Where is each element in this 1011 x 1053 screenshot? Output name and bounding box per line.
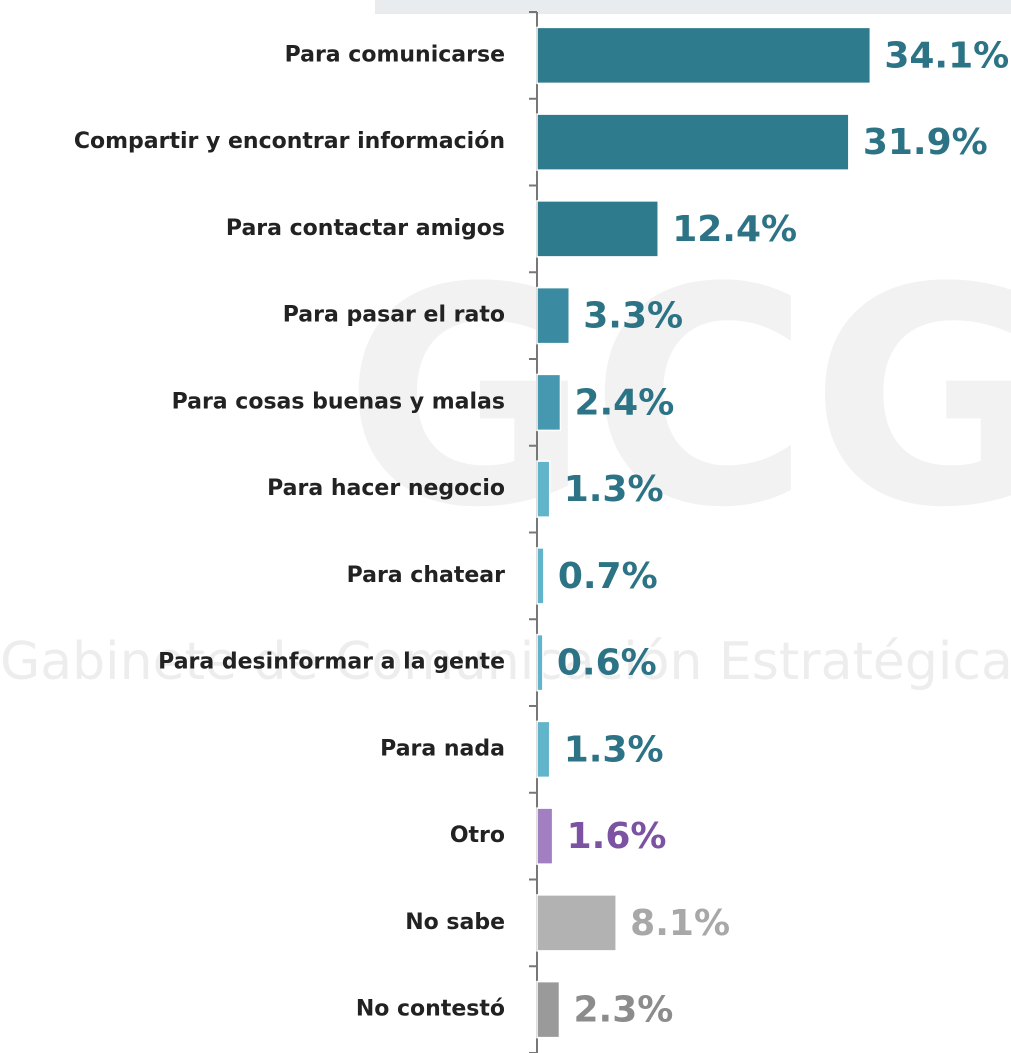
bar bbox=[536, 460, 551, 518]
bar bbox=[536, 26, 872, 85]
category-label: No contestó bbox=[356, 997, 505, 1022]
bar bbox=[536, 200, 659, 258]
value-label: 1.3% bbox=[564, 469, 664, 510]
value-label: 34.1% bbox=[884, 35, 1009, 76]
top-band bbox=[375, 0, 1011, 14]
bar bbox=[536, 807, 554, 865]
value-label: 2.4% bbox=[574, 382, 674, 423]
bar bbox=[536, 373, 562, 432]
watermark-logo: GCG bbox=[344, 224, 1011, 573]
value-label: 12.4% bbox=[672, 209, 797, 250]
value-label: 31.9% bbox=[863, 122, 988, 163]
value-label: 2.3% bbox=[573, 990, 673, 1031]
bar bbox=[536, 633, 544, 692]
value-label: 8.1% bbox=[630, 903, 730, 944]
bar bbox=[536, 286, 571, 345]
category-label: Para nada bbox=[380, 736, 505, 761]
category-label: Para pasar el rato bbox=[283, 303, 505, 328]
bar bbox=[536, 720, 551, 779]
bar bbox=[536, 894, 617, 952]
category-label: Para cosas buenas y malas bbox=[172, 389, 505, 414]
value-label: 0.6% bbox=[557, 643, 657, 684]
category-label: Para desinformar a la gente bbox=[158, 650, 505, 675]
value-label: 1.3% bbox=[564, 729, 664, 770]
value-label: 3.3% bbox=[583, 296, 683, 337]
value-label: 0.7% bbox=[558, 556, 658, 597]
watermark-text: Gabinete de Comunicación Estratégica bbox=[0, 632, 1011, 692]
category-label: Para chatear bbox=[347, 563, 506, 588]
category-label: Para hacer negocio bbox=[267, 476, 505, 501]
category-label: Compartir y encontrar información bbox=[74, 129, 505, 154]
bar bbox=[536, 980, 561, 1039]
category-label: No sabe bbox=[405, 910, 505, 935]
bar bbox=[536, 113, 850, 171]
bar bbox=[536, 547, 545, 605]
category-label: Otro bbox=[450, 823, 505, 848]
category-label: Para contactar amigos bbox=[226, 216, 505, 241]
category-label: Para comunicarse bbox=[285, 42, 505, 67]
value-label: 1.6% bbox=[567, 816, 667, 857]
